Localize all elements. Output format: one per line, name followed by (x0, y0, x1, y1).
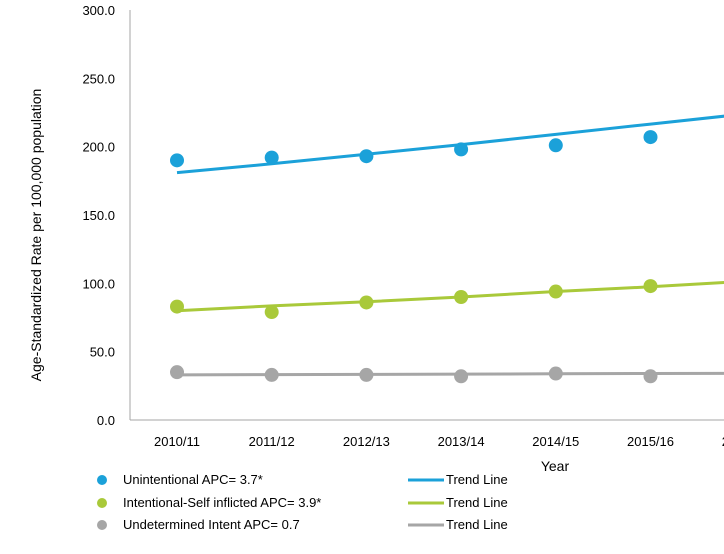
legend-marker-self-inflicted (97, 498, 107, 508)
x-tick-labels: 2010/11 2011/12 2012/13 2013/14 2014/15 2015/… (154, 434, 724, 449)
data-point-series-0 (359, 149, 374, 164)
data-point-series-1 (643, 279, 658, 294)
legend-trend-label-undetermined: Trend Line (446, 517, 508, 532)
trend-lines (176, 114, 724, 377)
data-point-series-2 (170, 365, 184, 380)
data-point-series-2 (264, 367, 279, 382)
data-point-series-1 (170, 299, 184, 314)
y-tick-label: 0.0 (97, 413, 115, 428)
y-tick-label: 200.0 (82, 140, 115, 155)
legend-marker-unintentional (97, 475, 107, 485)
x-tick-label: 2013/14 (438, 434, 485, 449)
legend-trend-label-self-inflicted: Trend Line (446, 495, 508, 510)
x-axis-title: Year (541, 458, 570, 474)
data-point-series-1 (454, 290, 469, 304)
data-point-series-1 (264, 305, 279, 320)
x-tick-label: 2015/16 (627, 434, 674, 449)
data-point-series-1 (359, 295, 374, 310)
trend-line-series-2 (176, 371, 724, 377)
y-tick-label: 300.0 (82, 3, 115, 18)
data-points (170, 130, 658, 384)
legend-label-self-inflicted: Intentional-Self inflicted APC= 3.9* (123, 495, 321, 510)
legend-trend-label-unintentional: Trend Line (446, 472, 508, 487)
data-point-series-2 (643, 369, 658, 384)
legend: Unintentional APC= 3.7* Trend Line Inten… (97, 472, 508, 532)
data-point-series-0 (643, 130, 658, 145)
y-tick-labels: 0.0 50.0 100.0 150.0 200.0 250.0 300.0 (82, 3, 115, 428)
trend-line-series-1 (176, 281, 724, 313)
data-point-series-2 (548, 366, 563, 381)
legend-label-unintentional: Unintentional APC= 3.7* (123, 472, 263, 487)
trend-line-series-0 (176, 114, 724, 175)
data-point-series-0 (454, 142, 469, 157)
y-tick-label: 50.0 (90, 345, 115, 360)
data-point-series-1 (548, 284, 563, 299)
y-tick-label: 100.0 (82, 276, 115, 291)
data-point-series-0 (170, 153, 184, 168)
data-point-series-0 (264, 150, 279, 165)
data-point-series-2 (454, 369, 469, 384)
data-point-series-0 (548, 138, 563, 153)
legend-marker-undetermined (97, 520, 107, 530)
x-tick-label: 2012/13 (343, 434, 390, 449)
x-tick-label: 2010/11 (154, 434, 200, 449)
data-point-series-2 (359, 367, 374, 382)
y-axis-title: Age-Standardized Rate per 100,000 popula… (28, 89, 44, 382)
legend-label-undetermined: Undetermined Intent APC= 0.7 (123, 517, 300, 532)
x-tick-label: 2016/17 (722, 434, 724, 449)
y-tick-label: 150.0 (82, 208, 115, 223)
x-tick-label: 2014/15 (532, 434, 579, 449)
x-tick-label: 2011/12 (249, 434, 295, 449)
y-tick-label: 250.0 (82, 71, 115, 86)
